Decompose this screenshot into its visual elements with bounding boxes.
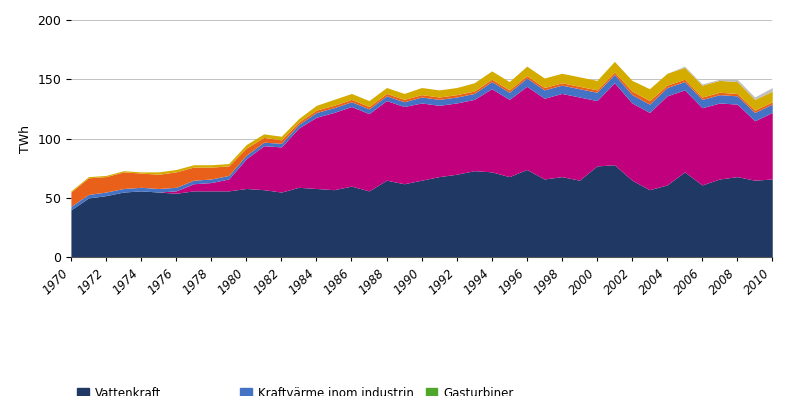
Legend: Vattenkraft, Kärnkraft, Kraftvärme värmeverk, Kraftvärme inom industrin, Kondens: Vattenkraft, Kärnkraft, Kraftvärme värme…	[76, 387, 514, 396]
Y-axis label: TWh: TWh	[19, 125, 32, 152]
